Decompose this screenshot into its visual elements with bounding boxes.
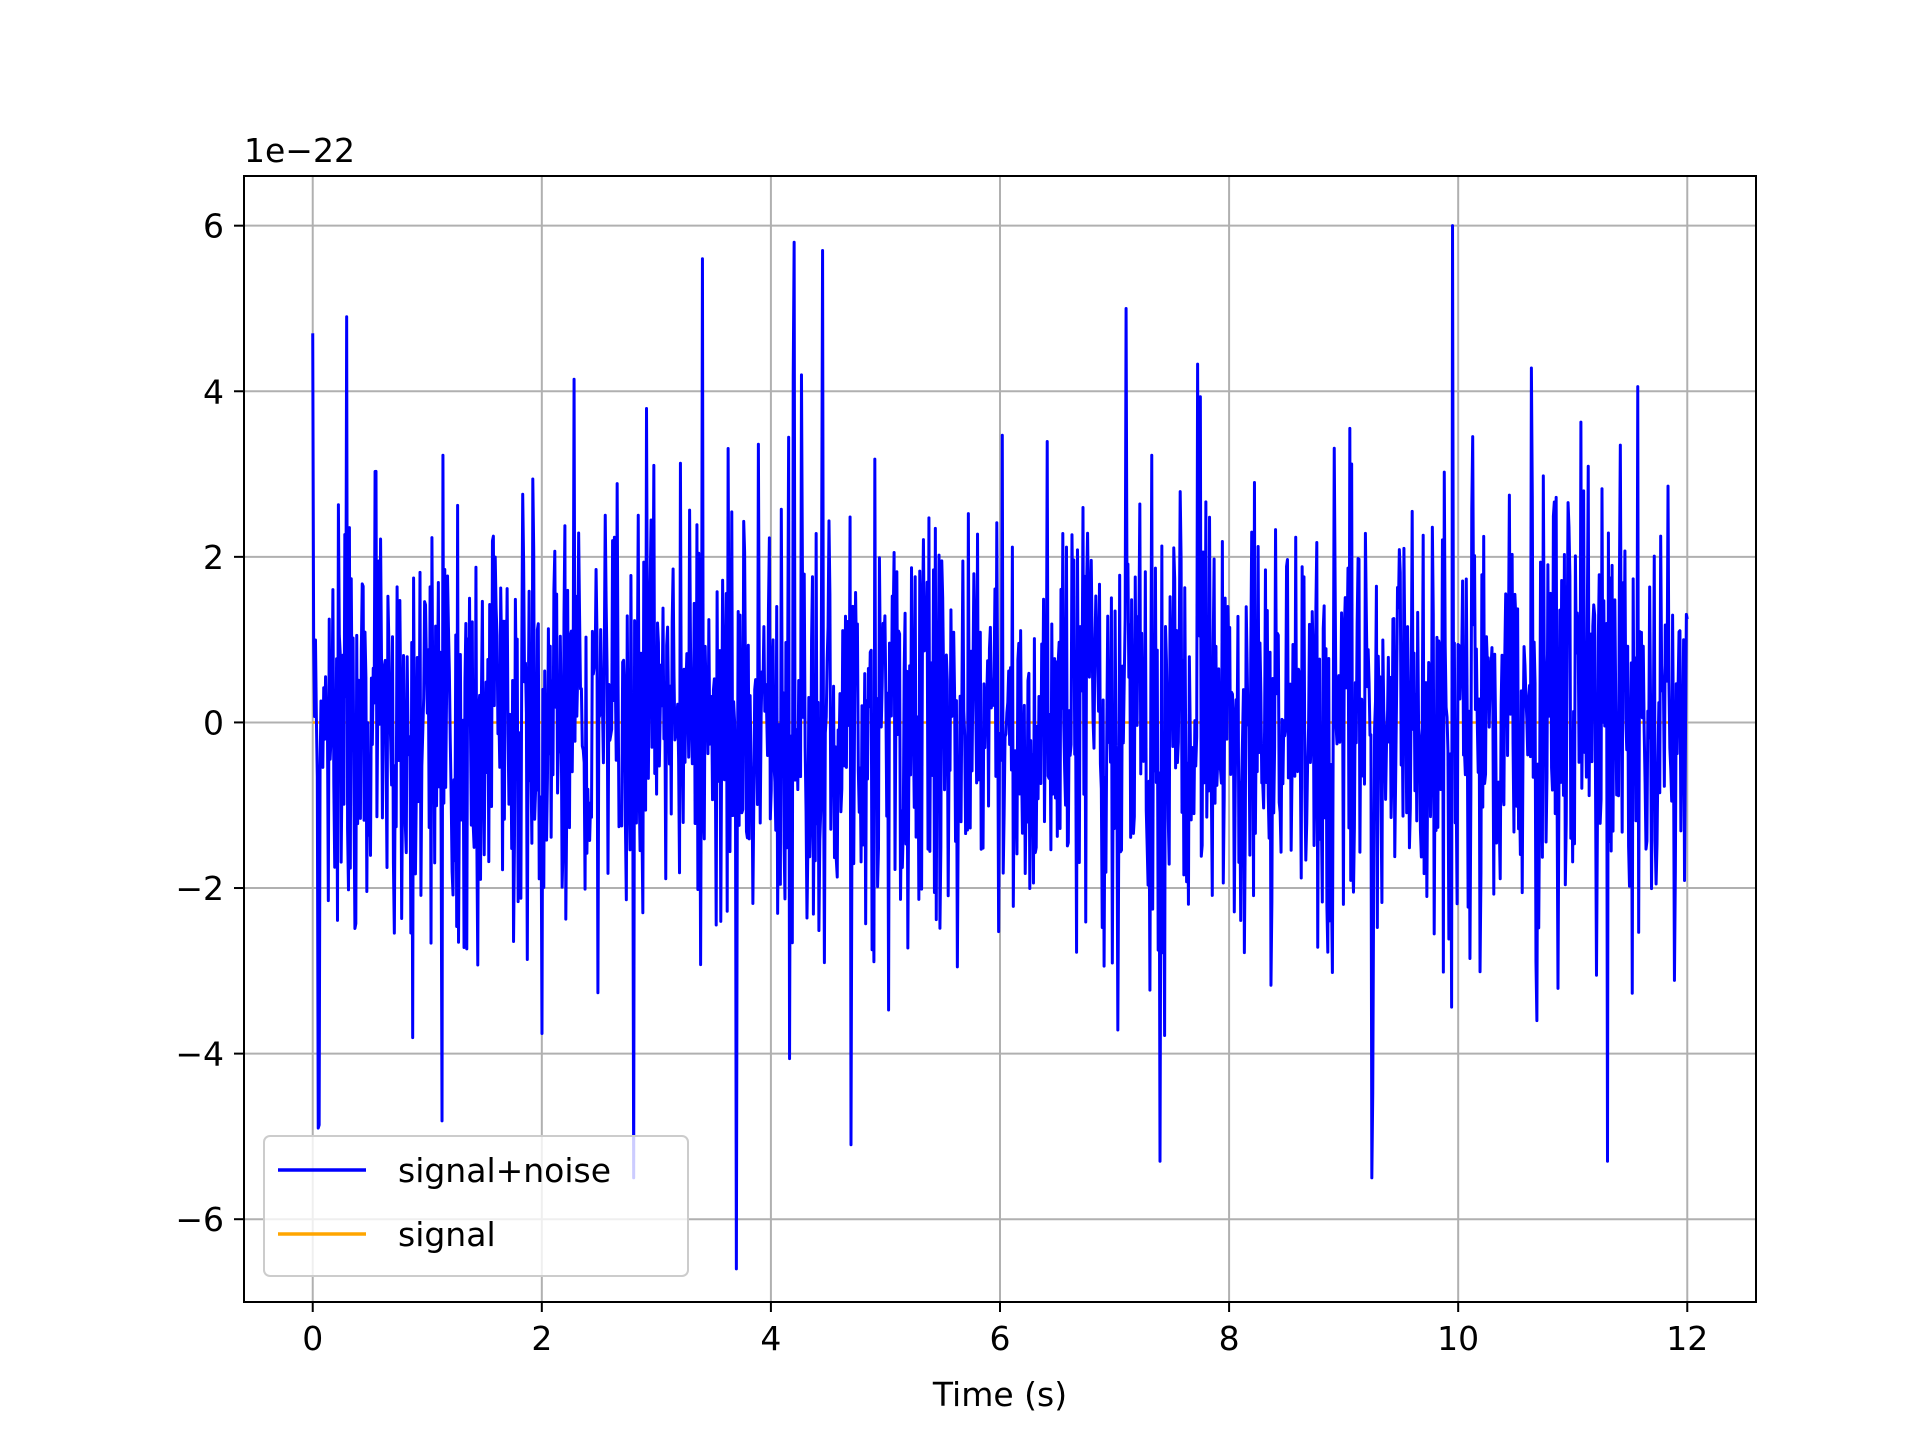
y-axis-offset-label: 1e−22: [244, 131, 355, 170]
y-tick-label: −6: [175, 1200, 224, 1239]
x-tick-label: 8: [1219, 1319, 1240, 1358]
y-tick-label: −2: [175, 869, 224, 908]
x-tick-label: 4: [760, 1319, 781, 1358]
legend-label: signal: [398, 1215, 496, 1254]
x-axis-label: Time (s): [932, 1375, 1067, 1414]
x-tick-label: 12: [1666, 1319, 1708, 1358]
legend-box: [263, 1135, 689, 1277]
series-layer: [311, 224, 1689, 1271]
x-tick-label: 6: [990, 1319, 1011, 1358]
legend-label: signal+noise: [398, 1151, 611, 1190]
legend: signal+noise signal: [263, 1135, 689, 1277]
y-axis: −6 −4 −2 0 2 4 6: [175, 207, 244, 1239]
x-axis: 0 2 4 6 8 10 12: [302, 1302, 1708, 1358]
x-tick-label: 2: [531, 1319, 552, 1358]
y-tick-label: 0: [203, 703, 224, 742]
y-tick-label: −4: [175, 1035, 224, 1074]
series-line-signal-noise: [311, 224, 1689, 1271]
y-tick-label: 4: [203, 372, 224, 411]
y-tick-label: 2: [203, 538, 224, 577]
x-tick-label: 0: [302, 1319, 323, 1358]
x-tick-label: 10: [1437, 1319, 1479, 1358]
y-tick-label: 6: [203, 207, 224, 246]
